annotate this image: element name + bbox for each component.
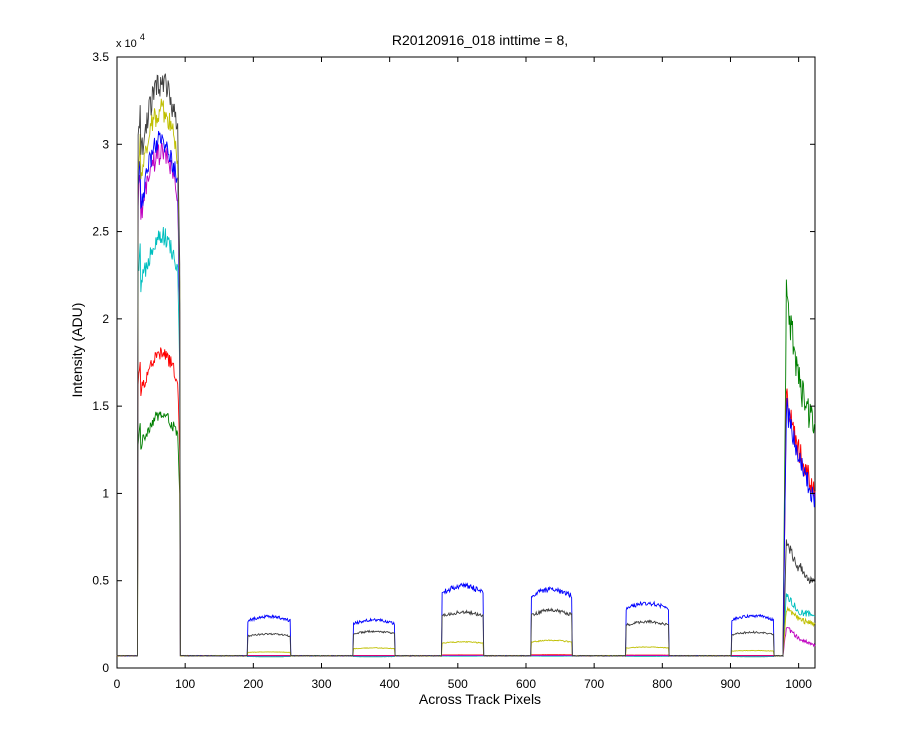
x-tick-label-2: 200: [243, 677, 263, 691]
x-tick-label-5: 500: [448, 677, 468, 691]
y-tick-label-3: 1.5: [92, 399, 109, 413]
y-tick-label-5: 2.5: [92, 225, 109, 239]
x-tick-label-9: 900: [720, 677, 740, 691]
y-exponent-base: x 10: [116, 38, 137, 50]
x-tick-label-8: 800: [652, 677, 672, 691]
y-tick-label-4: 2: [102, 312, 109, 326]
x-tick-label-3: 300: [311, 677, 331, 691]
y-exponent-label: x 10 4: [116, 32, 145, 50]
y-tick-label-1: 0.5: [92, 574, 109, 588]
series-layer: [116, 73, 816, 658]
series-line-6: [116, 73, 816, 658]
y-tick-label-7: 3.5: [92, 50, 109, 64]
x-tick-label-6: 600: [516, 677, 536, 691]
x-tick-label-4: 400: [380, 677, 400, 691]
chart-title: R20120916_018 inttime = 8,: [392, 32, 568, 48]
y-axis-label: Intensity (ADU): [69, 303, 85, 398]
x-tick-label-7: 700: [584, 677, 604, 691]
y-tick-label-6: 3: [102, 137, 109, 151]
x-tick-label-10: 1000: [785, 677, 812, 691]
plot-area: [116, 56, 816, 669]
y-tick-label-0: 0: [102, 661, 109, 675]
y-tick-label-2: 1: [102, 486, 109, 500]
x-tick-label-0: 0: [114, 677, 121, 691]
x-axis-label: Across Track Pixels: [419, 691, 541, 707]
y-exponent-power: 4: [140, 32, 145, 42]
ticks-layer: 0 100 200 300 400 500 600 700 800 900 1000 0 0.5 1 1.5…: [92, 50, 815, 691]
x-tick-label-1: 100: [175, 677, 195, 691]
